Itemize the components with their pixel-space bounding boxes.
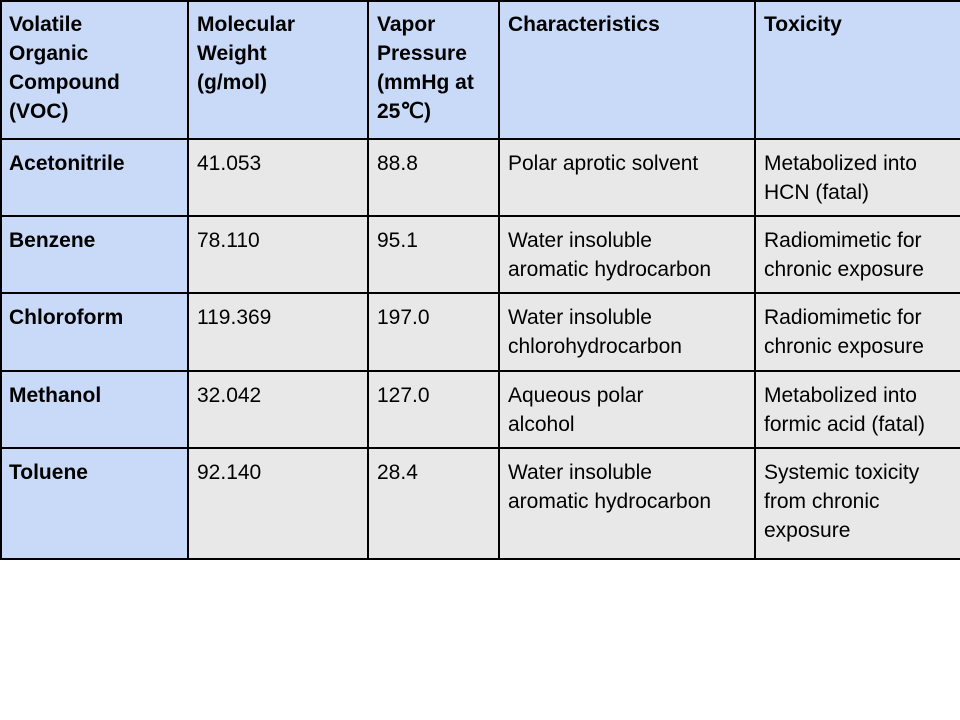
row-header-acetonitrile: Acetonitrile bbox=[0, 139, 188, 216]
table-border-vertical bbox=[498, 0, 500, 559]
header-cell-characteristics: Characteristics bbox=[499, 0, 755, 139]
table-cell: 95.1 bbox=[368, 216, 499, 293]
table-cell: 127.0 bbox=[368, 371, 499, 448]
table-border-horizontal bbox=[0, 215, 960, 217]
table-cell: Systemic toxicity from chronic exposure bbox=[755, 448, 960, 559]
row-header-methanol: Methanol bbox=[0, 371, 188, 448]
table-cell: 28.4 bbox=[368, 448, 499, 559]
table-cell: 119.369 bbox=[188, 293, 368, 371]
table-cell: Radiomimetic for chronic exposure bbox=[755, 216, 960, 293]
voc-table: Volatile Organic Compound (VOC) Molecula… bbox=[0, 0, 960, 560]
table-cell: 92.140 bbox=[188, 448, 368, 559]
table-cell: 197.0 bbox=[368, 293, 499, 371]
table-cell: Metabolized into HCN (fatal) bbox=[755, 139, 960, 216]
table-border-horizontal bbox=[0, 558, 960, 560]
table-cell: Water insoluble aromatic hydrocarbon bbox=[499, 216, 755, 293]
row-header-toluene: Toluene bbox=[0, 448, 188, 559]
table-cell: Metabolized into formic acid (fatal) bbox=[755, 371, 960, 448]
table-border-vertical bbox=[754, 0, 756, 559]
header-cell-molecular-weight: Molecular Weight (g/mol) bbox=[188, 0, 368, 139]
table-cell: Water insoluble aromatic hydrocarbon bbox=[499, 448, 755, 559]
header-cell-compound: Volatile Organic Compound (VOC) bbox=[0, 0, 188, 139]
table-border-horizontal bbox=[0, 138, 960, 140]
table-border-horizontal bbox=[0, 447, 960, 449]
table-border-horizontal bbox=[0, 0, 960, 2]
table-cell: Radiomimetic for chronic exposure bbox=[755, 293, 960, 371]
table-cell: 78.110 bbox=[188, 216, 368, 293]
table-cell: 41.053 bbox=[188, 139, 368, 216]
row-header-benzene: Benzene bbox=[0, 216, 188, 293]
table-cell: Aqueous polar alcohol bbox=[499, 371, 755, 448]
row-header-chloroform: Chloroform bbox=[0, 293, 188, 371]
table-cell: Polar aprotic solvent bbox=[499, 139, 755, 216]
table-border-vertical bbox=[0, 0, 2, 559]
table-border-vertical bbox=[367, 0, 369, 559]
table-border-vertical bbox=[187, 0, 189, 560]
header-cell-vapor-pressure: Vapor Pressure (mmHg at 25℃) bbox=[368, 0, 499, 139]
table-cell: 88.8 bbox=[368, 139, 499, 216]
header-cell-toxicity: Toxicity bbox=[755, 0, 960, 139]
table-cell: Water insoluble chlorohydrocarbon bbox=[499, 293, 755, 371]
table-cell: 32.042 bbox=[188, 371, 368, 448]
table-border-horizontal bbox=[0, 292, 960, 294]
table-border-horizontal bbox=[0, 370, 960, 372]
